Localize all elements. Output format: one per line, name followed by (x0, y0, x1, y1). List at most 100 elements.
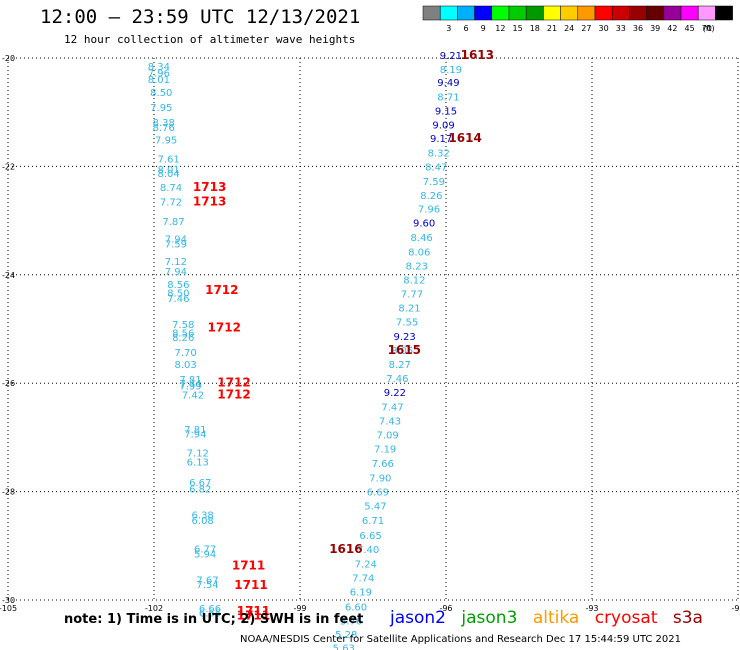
swh-value: 7.09 (376, 430, 398, 441)
swh-value: 8.74 (160, 183, 182, 194)
page-title: 12:00 — 23:59 UTC 12/13/2021 (40, 6, 361, 28)
swh-value: 8.01 (148, 75, 170, 86)
swh-value: 7.24 (355, 559, 377, 570)
swh-value: 9.21 (440, 51, 462, 62)
swh-value: 8.38 (153, 118, 175, 129)
note-text: note: 1) Time is in UTC; 2) SWH is in fe… (64, 612, 364, 627)
swh-value: 8.50 (167, 288, 189, 299)
swh-value: 6.65 (359, 531, 381, 542)
swh-value: 9.17 (430, 134, 452, 145)
swh-value: 7.90 (369, 473, 391, 484)
legend-label: 18 (530, 24, 540, 33)
swh-value: 6.71 (362, 516, 384, 527)
legend-swatch (457, 5, 475, 21)
page-subtitle: 12 hour collection of altimeter wave hei… (64, 33, 356, 46)
swh-value: 7.99 (179, 382, 201, 393)
legend-label: 70 (702, 24, 712, 33)
time-tag: 1711 (237, 604, 270, 618)
legend-swatch (439, 5, 458, 21)
swh-value: 8.05 (391, 346, 413, 357)
swh-value: 7.19 (374, 445, 396, 456)
swh-value: 9.49 (437, 78, 459, 89)
x-tick-label: -102 (145, 604, 163, 613)
legend-label: 36 (633, 24, 643, 33)
time-tag: 1711 (234, 578, 267, 592)
legend-label: 30 (599, 24, 609, 33)
legend-swatch (491, 5, 510, 21)
y-tick-label: -26 (2, 379, 15, 388)
swh-value: 5.76 (340, 616, 362, 627)
time-tag: 1711 (237, 609, 270, 623)
sat-jason2: jason2 (390, 608, 446, 628)
swh-value: 7.61 (157, 155, 179, 166)
y-tick-label: -24 (2, 271, 15, 280)
legend-swatch (715, 5, 733, 21)
swh-value: 7.42 (182, 390, 204, 401)
swh-value: 8.47 (425, 163, 447, 174)
swh-value: 7.94 (165, 234, 187, 245)
swh-value: 7.12 (165, 257, 187, 268)
swh-value: 8.26 (172, 333, 194, 344)
swh-value: 6.82 (189, 485, 211, 496)
swh-value: 8.46 (411, 233, 433, 244)
swh-value: 8.27 (389, 360, 411, 371)
swh-value: 9.09 (432, 120, 454, 131)
swh-value: 8.04 (157, 169, 179, 180)
time-tag: 1713 (193, 194, 226, 208)
swh-value: 6.67 (189, 478, 211, 489)
swh-value: 8.56 (167, 280, 189, 291)
x-tick-label: -99 (293, 604, 306, 613)
legend-swatch (646, 5, 665, 21)
swh-value: 6.19 (350, 588, 372, 599)
legend-label: 3 (446, 24, 451, 33)
legend-swatch (525, 5, 544, 21)
swh-value: 5.94 (194, 550, 216, 561)
swh-value: 7.47 (381, 402, 403, 413)
swh-value: 8.06 (408, 247, 430, 258)
credit-line: NOAA/NESDIS Center for Satellite Applica… (240, 634, 682, 645)
swh-value: 7.46 (386, 374, 408, 385)
swh-value: 6.08 (192, 516, 214, 527)
legend-swatch (422, 5, 441, 21)
swh-value: 7.59 (165, 240, 187, 251)
satellite-legend: jason2 jason3 altika cryosat s3a (390, 608, 713, 628)
swh-value: 6.38 (192, 511, 214, 522)
swh-value: 7.54 (196, 580, 218, 591)
swh-value: 8.26 (420, 191, 442, 202)
swh-value: 7.94 (165, 267, 187, 278)
legend-swatch (594, 5, 613, 21)
swh-value: 7.59 (423, 177, 445, 188)
swh-value: 8.56 (172, 329, 194, 340)
swh-value: 7.58 (172, 320, 194, 331)
swh-value: 8.01 (157, 165, 179, 176)
swh-value: 7.95 (150, 103, 172, 114)
legend-label: 39 (650, 24, 660, 33)
swh-value: 6.66 (199, 604, 221, 615)
time-tag: 1613 (461, 48, 494, 62)
legend-label: 9 (481, 24, 486, 33)
time-tag: 1616 (329, 542, 362, 556)
swh-value: 7.96 (418, 204, 440, 215)
legend-label: 45 (685, 24, 695, 33)
swh-value: 5.28 (335, 630, 357, 641)
legend-label: 27 (581, 24, 591, 33)
x-tick-label: -93 (585, 604, 598, 613)
swh-value: 7.40 (357, 545, 379, 556)
legend-swatch (577, 5, 596, 21)
swh-value: 6.13 (187, 458, 209, 469)
swh-value: 8.50 (150, 88, 172, 99)
swh-value: 7.55 (396, 318, 418, 329)
legend-label: 6 (463, 24, 468, 33)
x-tick-label: -96 (439, 604, 452, 613)
swh-value: 7.96 (148, 68, 170, 79)
time-tag: 1615 (388, 343, 421, 357)
legend-swatch (474, 5, 493, 21)
swh-value: 5.63 (333, 643, 355, 650)
swh-value: 8.12 (403, 275, 425, 286)
swh-value: 8.76 (153, 123, 175, 134)
y-tick-label: -30 (2, 596, 15, 605)
legend-swatch (611, 5, 630, 21)
swh-value: 7.81 (179, 375, 201, 386)
x-tick-label: -105 (0, 604, 17, 613)
